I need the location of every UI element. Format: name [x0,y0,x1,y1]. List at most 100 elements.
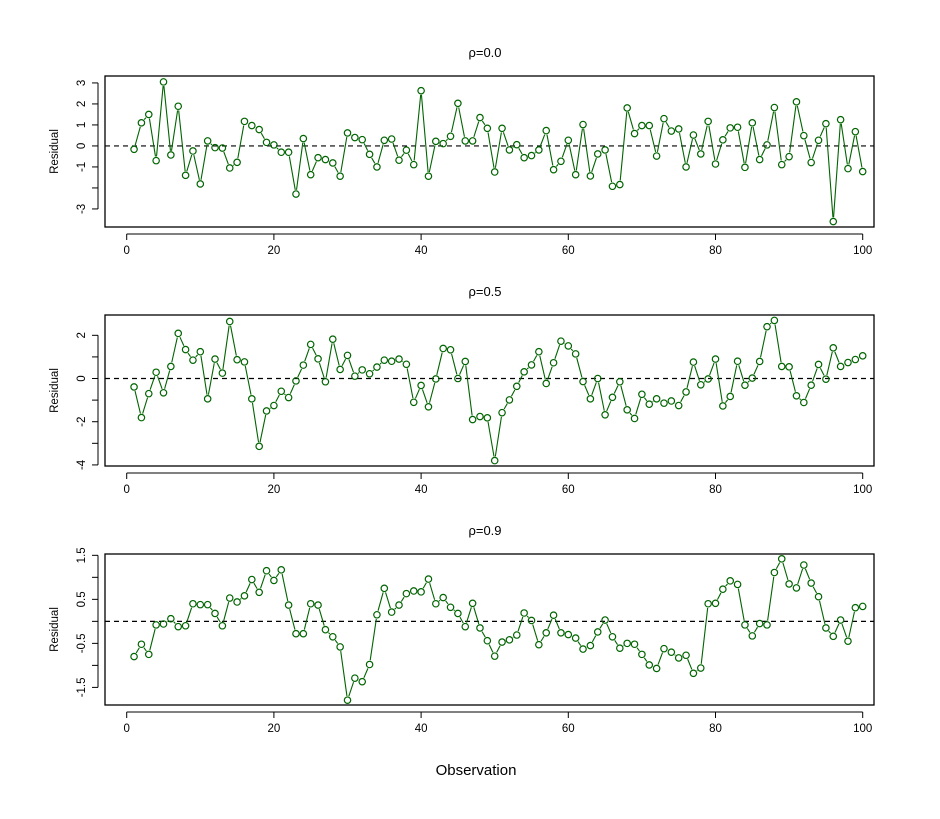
data-point [446,603,455,612]
y-tick-label: 0 [76,375,88,381]
series-segment [268,573,272,578]
data-point [726,392,735,401]
data-point [858,167,867,176]
series-segment [643,397,648,402]
panel-title: ρ=0.5 [468,284,501,299]
series-segment [629,412,633,416]
data-point [144,389,153,398]
series-segment [379,362,382,365]
data-point [424,575,433,583]
series-segment [385,592,391,609]
data-point [608,182,617,191]
series-segment [318,362,325,378]
series-segment [619,112,628,181]
data-point [446,132,455,141]
data-point [851,127,860,136]
data-point [211,609,219,618]
series-segment [546,134,554,166]
data-point [328,632,337,641]
data-point [439,593,447,602]
data-point [571,634,580,642]
series-segment [429,382,436,403]
data-point [741,381,749,390]
y-tick-label: 1 [76,122,88,128]
series-segment [848,135,856,165]
series-segment [445,600,449,605]
data-point [395,355,403,363]
series-segment [753,365,759,375]
data-point [358,135,367,144]
series-segment [804,139,811,159]
data-point [225,594,234,602]
data-point [616,180,624,189]
x-tick-label: 40 [415,245,428,257]
plot-frame [104,75,875,228]
series-segment [372,369,375,372]
data-point [660,644,668,653]
data-point [240,117,249,126]
data-point [520,609,528,617]
data-point [542,379,551,388]
series-segment [406,368,414,399]
series-segment [540,636,545,642]
data-point [233,158,241,167]
series-segment [534,152,536,154]
series-segment [200,355,208,395]
series-segment [769,322,772,325]
data-point [498,124,506,133]
data-point [645,121,654,130]
series-segment [753,626,758,633]
data-point [785,363,793,371]
series-segment [767,111,775,141]
data-point [498,408,506,417]
series-segment [297,368,303,378]
data-point [409,160,418,169]
data-point [814,592,823,601]
data-point [652,395,661,403]
series-segment [451,353,458,375]
series-segment [745,126,753,164]
data-point [255,442,263,451]
data-point [520,153,528,162]
series-segment [703,381,706,383]
series-segment [724,131,729,137]
data-point [593,150,602,158]
data-point [373,610,381,619]
data-point [623,639,631,648]
x-tick-label: 20 [268,245,281,257]
data-point [218,144,227,152]
data-point [741,163,749,172]
series-segment [737,131,745,164]
series-segment [438,599,441,602]
data-point [549,358,558,367]
data-point [512,140,521,149]
data-point [579,377,587,386]
data-point [807,158,815,167]
data-point [439,139,447,148]
series-segment [598,382,605,411]
data-point [505,396,514,404]
series-segment [502,132,509,147]
series-segment [752,126,760,156]
data-point [409,587,418,595]
series-segment [591,635,597,643]
series-segment [724,399,729,403]
series-segment [400,596,405,602]
series-segment [746,628,751,633]
series-segment [656,122,664,153]
data-point [719,585,727,594]
data-point [343,351,352,360]
series-segment [135,647,140,654]
series-segment [687,658,693,670]
series-segment [193,154,200,180]
data-point [270,401,278,410]
data-point [284,601,293,609]
data-point [608,393,617,402]
series-segment [694,138,700,151]
data-point [351,674,359,682]
series-segment [288,156,296,190]
x-tick-label: 100 [853,723,872,735]
series-segment [428,145,436,173]
series-segment [289,384,295,394]
series-segment [481,120,486,126]
